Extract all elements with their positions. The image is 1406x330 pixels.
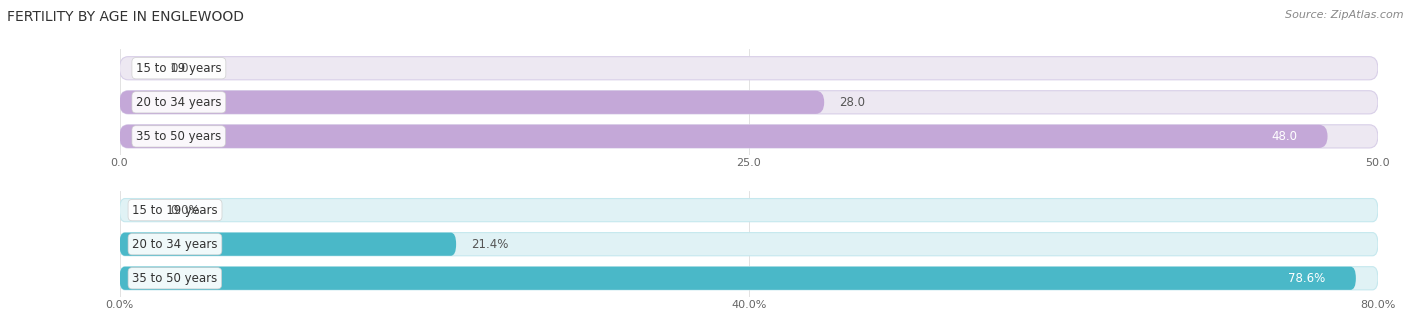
Text: 28.0: 28.0 — [839, 96, 865, 109]
Text: 35 to 50 years: 35 to 50 years — [132, 272, 218, 285]
FancyBboxPatch shape — [120, 233, 456, 256]
Text: 15 to 19 years: 15 to 19 years — [132, 204, 218, 216]
FancyBboxPatch shape — [120, 125, 1378, 148]
FancyBboxPatch shape — [120, 267, 1378, 290]
Text: 21.4%: 21.4% — [471, 238, 509, 251]
Text: 0.0: 0.0 — [170, 62, 188, 75]
Text: 78.6%: 78.6% — [1288, 272, 1326, 285]
Text: 0.0%: 0.0% — [170, 204, 200, 216]
FancyBboxPatch shape — [120, 233, 1378, 256]
Text: Source: ZipAtlas.com: Source: ZipAtlas.com — [1285, 10, 1403, 20]
Text: 20 to 34 years: 20 to 34 years — [132, 238, 218, 251]
Text: 35 to 50 years: 35 to 50 years — [136, 130, 221, 143]
FancyBboxPatch shape — [120, 199, 1378, 222]
Text: 20 to 34 years: 20 to 34 years — [136, 96, 222, 109]
Text: 15 to 19 years: 15 to 19 years — [136, 62, 222, 75]
FancyBboxPatch shape — [120, 125, 1327, 148]
FancyBboxPatch shape — [120, 267, 1355, 290]
Text: 48.0: 48.0 — [1271, 130, 1298, 143]
FancyBboxPatch shape — [120, 91, 1378, 114]
FancyBboxPatch shape — [120, 91, 824, 114]
Text: FERTILITY BY AGE IN ENGLEWOOD: FERTILITY BY AGE IN ENGLEWOOD — [7, 10, 245, 24]
FancyBboxPatch shape — [120, 57, 1378, 80]
